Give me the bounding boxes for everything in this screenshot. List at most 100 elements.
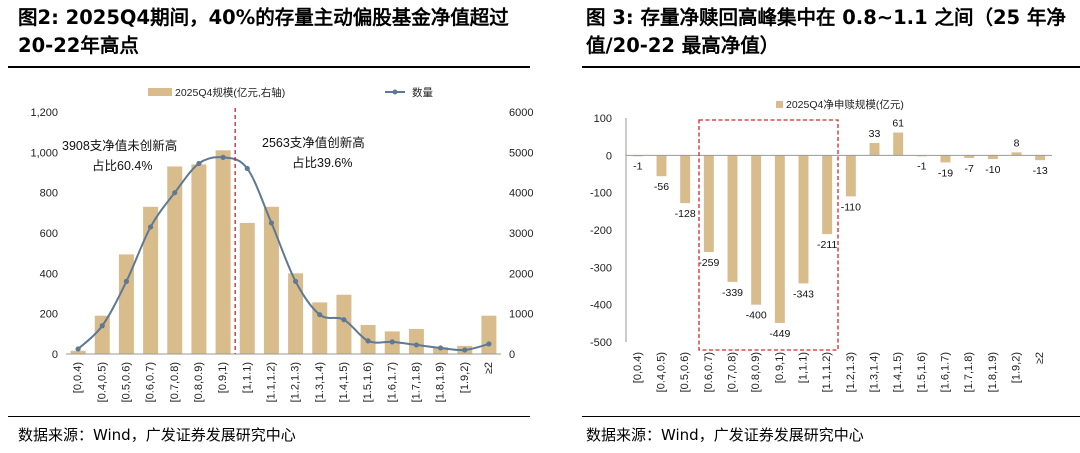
left-x-tick-label: [1.3,1.4)	[314, 362, 326, 402]
count-point	[486, 341, 492, 347]
left-x-tick-label: [0.8,0.9)	[193, 362, 205, 402]
scale-bar	[118, 254, 134, 354]
scale-bar	[191, 164, 207, 354]
net-flow-bar	[656, 155, 667, 177]
count-point	[437, 345, 444, 351]
annotation-not-new-high-share: 占比60.4%	[92, 158, 152, 173]
net-flow-data-label: -1	[633, 161, 642, 173]
left-source-note: 数据来源：Wind，广发证券发展研究中心	[18, 426, 296, 444]
right-chart-y-tick-label: 100	[594, 113, 612, 125]
annotation-new-high-count: 2563支净值创新高	[262, 135, 365, 150]
left-x-tick-label: [1.8,1.9)	[435, 362, 447, 402]
right-chart-x-tick-label: [1.5,1.6)	[916, 352, 928, 392]
left-x-tick-label: [1.1,1.2)	[265, 362, 277, 402]
right-chart-x-tick-label: [1.2,1.3)	[845, 352, 857, 392]
left-legend-bar-label: 2025Q4规模(亿元,右轴)	[175, 86, 285, 99]
left-x-tick-label: [0.4,0.5)	[96, 362, 108, 402]
net-flow-data-label: -343	[793, 288, 814, 300]
count-point	[413, 342, 420, 348]
net-flow-bar	[845, 155, 856, 197]
annotation-not-new-high-count: 3908支净值未创新高	[62, 138, 177, 153]
net-flow-bar	[632, 155, 643, 157]
net-flow-data-label: -10	[985, 164, 1000, 176]
right-chart-y-tick-label: -200	[590, 225, 612, 237]
right-source-note: 数据来源：Wind，广发证券发展研究中心	[586, 426, 864, 444]
right-figure-panel: 图 3: 存量净赎回高峰集中在 0.8~1.1 之间（25 年净值/20-22 …	[574, 0, 1080, 453]
left-y-tick-label: 1,200	[30, 107, 58, 119]
right-chart-y-tick-label: 0	[606, 150, 612, 162]
right-y-tick-label: 1000	[509, 309, 533, 321]
net-flow-bar	[940, 155, 951, 163]
net-flow-bar	[774, 155, 785, 323]
net-flow-data-label: -13	[1033, 165, 1048, 177]
left-x-tick-label: [1.5,1.6)	[362, 362, 374, 402]
annotation-new-high-share: 占比39.6%	[292, 155, 352, 170]
net-flow-data-label: -339	[722, 287, 743, 299]
right-chart-x-tick-label: [0.5,0.6)	[679, 352, 691, 392]
count-point	[389, 339, 395, 345]
left-legend-bar-swatch	[148, 88, 172, 96]
net-flow-bar	[1035, 155, 1046, 161]
net-flow-bar	[751, 155, 762, 305]
scale-bar	[312, 302, 328, 354]
scale-bar	[263, 206, 279, 354]
count-point	[99, 323, 105, 329]
count-point	[123, 278, 130, 284]
right-chart-x-tick-label: [1.6,1.7)	[940, 352, 952, 392]
net-flow-bar	[703, 155, 714, 253]
left-x-tick-label: [0.6,0.7)	[145, 362, 157, 402]
count-point	[196, 160, 202, 167]
left-chart: 0 200 400 600 800 1,000 1,200 0 1000 2000 3000 4000…	[30, 86, 533, 402]
left-x-tick-label: [0.7,0.8)	[169, 362, 181, 402]
net-flow-bar	[893, 132, 904, 156]
left-x-tick-label: [1,1.1)	[241, 362, 253, 393]
right-legend-bar-label: 2025Q4净申赎规模(亿元)	[786, 98, 904, 111]
left-y-tick-label: 200	[40, 309, 58, 321]
right-chart-x-tick-label: [1.7,1.8)	[963, 352, 975, 392]
scale-bar	[239, 222, 255, 354]
scale-bar	[94, 315, 110, 354]
left-y-tick-label: 800	[40, 188, 58, 200]
net-flow-bar	[680, 155, 691, 204]
net-flow-data-label: -259	[698, 257, 719, 269]
net-flow-bar	[987, 155, 998, 160]
left-figure-title: 图2: 2025Q4期间，40%的存量主动偏股基金净值超过20-22年高点	[18, 6, 509, 57]
left-x-tick-label: [1.6,1.7)	[386, 362, 398, 402]
right-chart-x-tick-label: [1.3,1.4)	[869, 352, 881, 392]
left-figure-panel: 图2: 2025Q4期间，40%的存量主动偏股基金净值超过20-22年高点 0 2…	[0, 0, 533, 453]
left-y-tick-label: 0	[52, 349, 58, 361]
right-y-tick-label: 3000	[509, 228, 533, 240]
net-flow-data-label: -449	[769, 328, 790, 340]
left-legend-line-marker	[392, 89, 398, 95]
scale-bar	[408, 328, 424, 354]
right-chart-x-tick-label: [0.4,0.5)	[656, 352, 668, 392]
right-title-rule	[582, 66, 1080, 68]
count-point	[462, 347, 468, 353]
scale-bar	[336, 294, 352, 354]
right-chart-x-tick-label: [1.1,1.2)	[821, 352, 833, 392]
left-x-tick-label: [0,0.4)	[72, 362, 84, 393]
left-legend-line-label: 数量	[412, 86, 433, 99]
count-point	[341, 317, 347, 323]
right-y-tick-label: 6000	[509, 107, 533, 119]
right-legend-bar-swatch	[776, 101, 783, 108]
left-source-rule	[8, 416, 530, 417]
left-x-tick-label: [0.5,0.6)	[120, 362, 132, 402]
right-figure-title: 图 3: 存量净赎回高峰集中在 0.8~1.1 之间（25 年净值/20-22 …	[586, 6, 1066, 57]
right-chart-x-tick-label: [0.9,1)	[774, 352, 786, 383]
right-chart-x-tick-label: [0,0.4)	[632, 352, 644, 383]
left-y-tick-label: 400	[40, 268, 58, 280]
net-flow-data-label: -7	[964, 163, 973, 175]
right-y-tick-label: 2000	[509, 268, 533, 280]
right-chart-y-tick-label: -100	[590, 188, 612, 200]
count-point	[365, 338, 371, 344]
right-chart-x-tick-label: [1.9,2)	[1011, 352, 1023, 383]
net-flow-bar	[822, 155, 833, 235]
right-source-rule	[582, 416, 1080, 417]
net-flow-data-label: 8	[1014, 137, 1020, 149]
net-flow-data-label: -1	[917, 161, 926, 173]
right-chart-y-tick-label: -500	[590, 337, 612, 349]
count-point	[75, 346, 81, 352]
net-flow-data-label: -19	[938, 167, 953, 179]
net-flow-bar	[916, 155, 927, 157]
